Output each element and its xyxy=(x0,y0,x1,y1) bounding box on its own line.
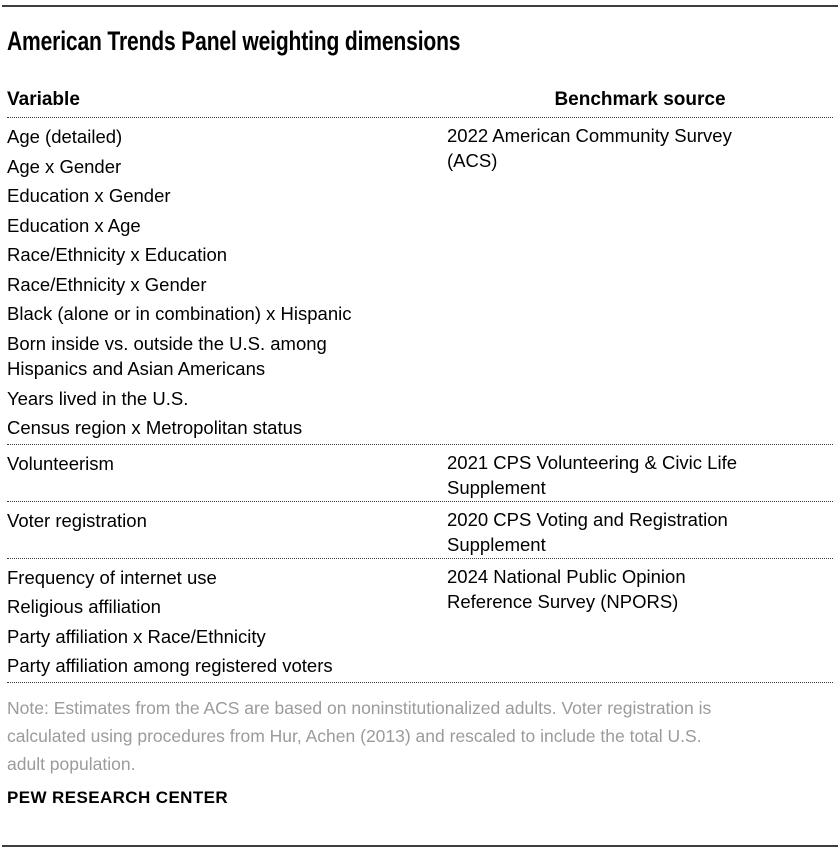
variable-item: Age x Gender xyxy=(7,155,122,177)
page-title: American Trends Panel weighting dimensio… xyxy=(7,26,461,56)
variable-item: Frequency of internet use xyxy=(7,566,217,588)
variable-item: Education x Gender xyxy=(7,185,171,206)
benchmark-source-cell: 2021 CPS Volunteering & Civic Life Suppl… xyxy=(447,451,738,498)
variable-item: Born inside vs. outside the U.S. among H… xyxy=(7,332,327,380)
column-header-benchmark-source: Benchmark source xyxy=(554,89,726,110)
table-row-group-volunteerism: Volunteerism 2021 CPS Volunteering & Civ… xyxy=(7,445,833,502)
variable-item: Race/Ethnicity x Gender xyxy=(7,273,207,295)
variable-item: Voter registration xyxy=(7,509,147,531)
variable-item: Race/Ethnicity x Education xyxy=(7,244,228,265)
benchmark-source-cell: 2022 American Community Survey (ACS) xyxy=(447,125,732,171)
variable-item: Religious affiliation xyxy=(7,596,161,617)
variables-cell: Volunteerism xyxy=(7,449,447,500)
variable-item: Census region x Metropolitan status xyxy=(7,417,303,438)
variables-cell: Voter registration xyxy=(7,506,447,557)
variable-item: Volunteerism xyxy=(7,452,114,474)
benchmark-source-cell: 2020 CPS Voting and Registration Supplem… xyxy=(447,508,728,555)
variable-item: Education x Age xyxy=(7,214,141,236)
variable-item: Years lived in the U.S. xyxy=(7,387,189,409)
footnote: Note: Estimates from the ACS are based o… xyxy=(7,698,712,774)
top-rule xyxy=(2,5,838,7)
weighting-dimensions-table: Variable Benchmark source Age (detailed)… xyxy=(7,90,833,683)
pew-research-center-label: PEW RESEARCH CENTER xyxy=(7,788,229,807)
table-row-group-npors: Frequency of internet use Religious affi… xyxy=(7,559,833,683)
table-row-group-acs: Age (detailed) Age x Gender Education x … xyxy=(7,118,833,445)
variable-item: Party affiliation x Race/Ethnicity xyxy=(7,625,266,647)
bottom-rule xyxy=(2,845,838,847)
variable-item: Black (alone or in combination) x Hispan… xyxy=(7,303,352,324)
variables-cell: Frequency of internet use Religious affi… xyxy=(7,563,447,681)
variable-item: Party affiliation among registered voter… xyxy=(7,655,333,676)
variable-item: Age (detailed) xyxy=(7,126,123,147)
column-header-variable: Variable xyxy=(7,89,80,110)
table-header-row: Variable Benchmark source xyxy=(7,90,833,118)
benchmark-source-cell: 2024 National Public Opinion Reference S… xyxy=(447,565,686,612)
table-row-group-voter-registration: Voter registration 2020 CPS Voting and R… xyxy=(7,502,833,559)
variables-cell: Age (detailed) Age x Gender Education x … xyxy=(7,122,447,443)
